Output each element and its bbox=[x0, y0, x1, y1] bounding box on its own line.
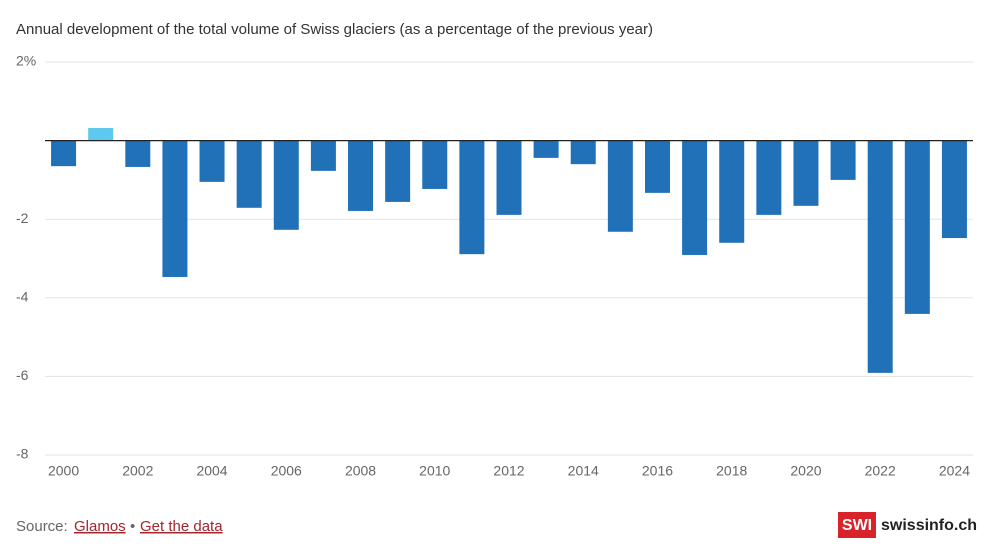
bar bbox=[162, 140, 188, 277]
bar bbox=[793, 140, 819, 206]
bar bbox=[570, 140, 596, 165]
x-tick-label: 2014 bbox=[568, 463, 599, 479]
x-tick-label: 2024 bbox=[939, 463, 970, 479]
bar bbox=[125, 140, 151, 167]
bar bbox=[385, 140, 411, 202]
bar bbox=[904, 140, 930, 314]
y-tick-label: -2 bbox=[16, 210, 29, 226]
x-tick-label: 2004 bbox=[196, 463, 227, 479]
x-tick-label: 2002 bbox=[122, 463, 153, 479]
bar bbox=[236, 140, 262, 208]
logo-box bbox=[838, 512, 876, 538]
separator: • bbox=[130, 518, 135, 535]
bar bbox=[496, 140, 522, 215]
bar bbox=[682, 140, 708, 255]
bar bbox=[756, 140, 782, 215]
x-tick-label: 2008 bbox=[345, 463, 376, 479]
bar bbox=[273, 140, 299, 230]
y-tick-label: 2% bbox=[16, 53, 36, 69]
source-link[interactable]: Glamos bbox=[74, 518, 126, 535]
chart-subtitle: Annual development of the total volume o… bbox=[16, 21, 653, 38]
logo: SWI bbox=[842, 517, 872, 534]
source-label: Source: bbox=[16, 518, 68, 535]
bar bbox=[607, 140, 633, 232]
x-tick-label: 2016 bbox=[642, 463, 673, 479]
x-tick-label: 2006 bbox=[271, 463, 302, 479]
x-tick-label: 2020 bbox=[790, 463, 821, 479]
y-tick-label: -4 bbox=[16, 289, 29, 305]
bar bbox=[533, 140, 559, 158]
bar bbox=[51, 140, 77, 167]
bar bbox=[199, 140, 225, 182]
bar bbox=[310, 140, 336, 171]
y-tick-label: -6 bbox=[16, 367, 29, 383]
bar bbox=[719, 140, 745, 243]
x-tick-label: 2010 bbox=[419, 463, 450, 479]
bar bbox=[867, 140, 893, 373]
bar bbox=[459, 140, 485, 255]
y-tick-label: -8 bbox=[16, 446, 29, 462]
bar bbox=[830, 140, 856, 180]
bar bbox=[941, 140, 967, 239]
x-tick-label: 2022 bbox=[865, 463, 896, 479]
x-tick-label: 2000 bbox=[48, 463, 79, 479]
x-tick-label: 2018 bbox=[716, 463, 747, 479]
bar bbox=[88, 128, 114, 141]
bar bbox=[644, 140, 670, 193]
bar bbox=[422, 140, 448, 189]
brand: swissinfo.ch bbox=[881, 517, 977, 534]
x-tick-label: 2012 bbox=[493, 463, 524, 479]
data-link[interactable]: Get the data bbox=[140, 518, 223, 535]
bar bbox=[348, 140, 374, 211]
